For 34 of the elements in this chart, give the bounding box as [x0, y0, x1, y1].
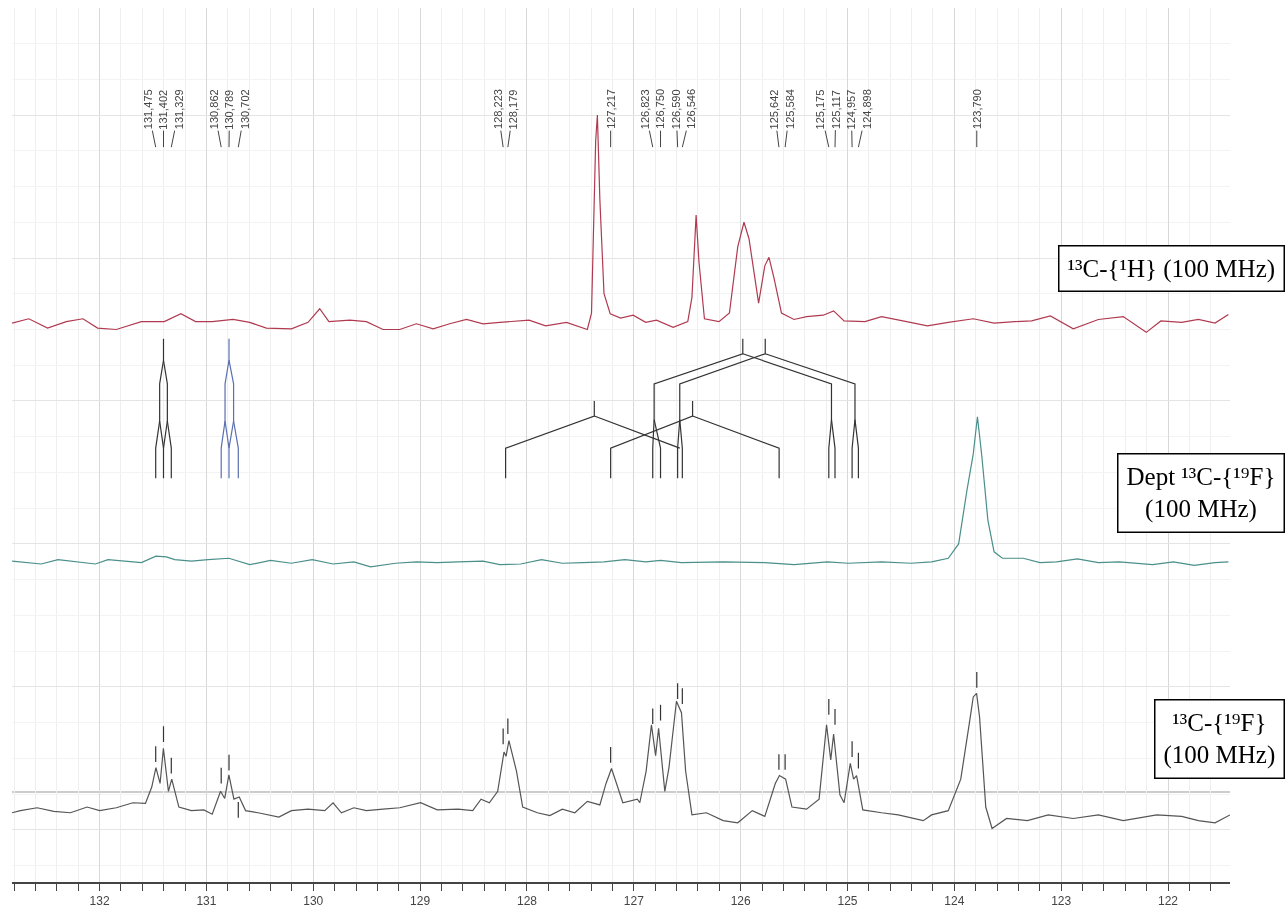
x-tick-label: 123	[1051, 894, 1072, 909]
annotation: 131,475	[141, 89, 154, 130]
annotation: 131,402	[157, 89, 170, 130]
x-tick-label: 126	[730, 894, 751, 909]
annotation: 130,789	[223, 89, 236, 130]
x-tick-label: 132	[89, 894, 110, 909]
x-tick-label: 129	[410, 894, 431, 909]
x-tick-label: 128	[516, 894, 538, 909]
series-label: Dept ¹³C-{¹⁹F} (100 MHz)	[1126, 462, 1276, 523]
annotation: 125,175	[814, 89, 827, 130]
annotation: 123,790	[970, 89, 983, 129]
annotation: 125,642	[768, 89, 781, 130]
annotation: 128,179	[507, 89, 520, 130]
annotation: 126,590	[669, 89, 682, 130]
x-tick-label: 131	[196, 894, 217, 909]
annotation: 124,957	[845, 89, 858, 130]
series-label: ¹³C-{¹⁹F} (100 MHz)	[1163, 708, 1276, 769]
annotation: 125,584	[783, 89, 796, 129]
annotation: 128,223	[491, 89, 504, 129]
x-tick-label: 127	[623, 894, 645, 909]
annotation: 130,702	[238, 89, 251, 130]
annotation: 130,862	[207, 89, 220, 130]
annotation: 126,750	[654, 88, 667, 129]
annotation: 126,823	[638, 89, 651, 130]
series-label: ¹³C-{¹H} (100 MHz)	[1067, 254, 1276, 283]
annotation: 127,217	[604, 89, 617, 129]
annotation: 126,546	[685, 88, 698, 129]
annotation: 125,117	[829, 90, 842, 129]
annotation: 124,898	[860, 89, 873, 129]
x-tick-label: 122	[1158, 894, 1179, 909]
x-tick-label: 125	[837, 894, 858, 909]
x-tick-label: 130	[303, 894, 324, 909]
annotation: 131,329	[172, 89, 185, 130]
x-tick-label: 124	[944, 894, 965, 909]
